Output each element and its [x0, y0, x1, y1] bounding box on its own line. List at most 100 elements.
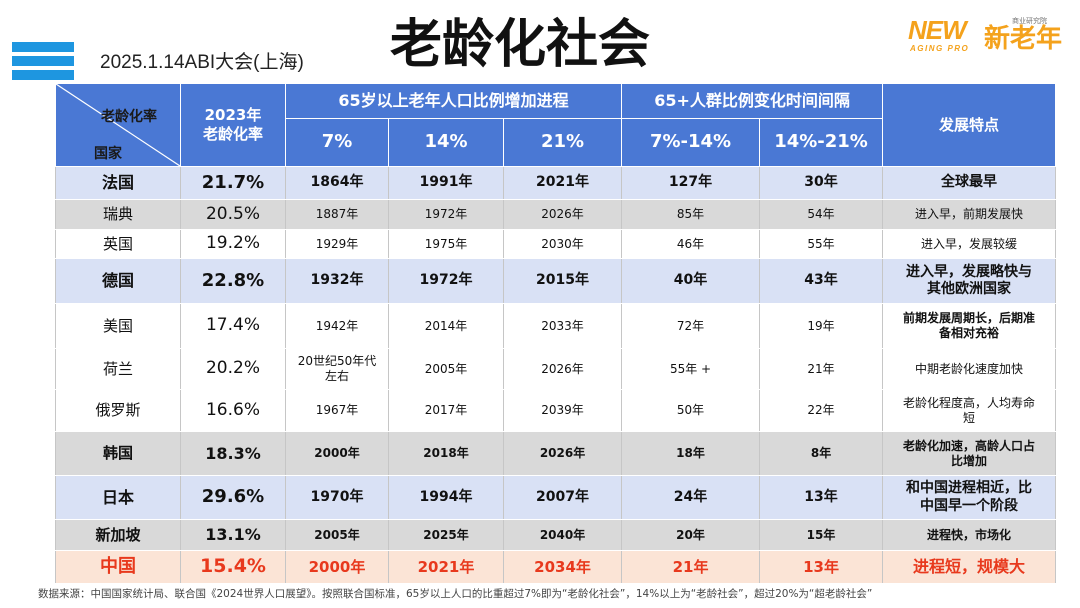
year-7pct-cell: 2000年 — [285, 431, 389, 476]
year-14pct-cell: 2025年 — [388, 519, 504, 551]
year-14pct-cell: 2021年 — [388, 550, 504, 584]
column-header-21pct: 21% — [502, 118, 623, 167]
rate-2023-cell: 20.2% — [180, 348, 286, 390]
year-21pct-cell: 2026年 — [502, 348, 623, 390]
column-header-14-21: 14%-21% — [759, 118, 884, 167]
menu-bars-icon — [12, 42, 74, 80]
year-14pct-cell: 1991年 — [388, 166, 504, 200]
interval-7-14-cell: 85年 — [621, 199, 761, 230]
year-7pct-cell: 1864年 — [285, 166, 389, 200]
menu-bar — [12, 42, 74, 52]
interval-7-14-cell: 55年 + — [621, 348, 761, 390]
table-row-uk: 英国 19.2% 1929年 1975年 2030年 46年 55年 进入早，发… — [55, 229, 1057, 259]
year-21pct-cell: 2039年 — [502, 389, 623, 432]
rate-header-year: 2023年 — [204, 105, 262, 124]
feature-cell: 和中国进程相近，比中国早一个阶段 — [882, 475, 1057, 520]
rate-2023-cell: 13.1% — [180, 519, 286, 551]
table-row-france: 法国 21.7% 1864年 1991年 2021年 127年 30年 全球最早 — [55, 166, 1057, 200]
slide-title: 老龄化社会 — [389, 15, 650, 75]
year-7pct-cell: 1887年 — [285, 199, 389, 230]
year-14pct-cell: 1994年 — [388, 475, 504, 520]
feature-column-header: 发展特点 — [882, 83, 1057, 167]
interval-14-21-cell: 13年 — [759, 475, 884, 520]
rate-2023-cell: 18.3% — [180, 431, 286, 476]
interval-7-14-cell: 21年 — [621, 550, 761, 584]
progress-group-header: 65岁以上老年人口比例增加进程 — [284, 83, 623, 119]
rate-2023-cell: 29.6% — [180, 475, 286, 520]
rate-2023-cell: 16.6% — [180, 389, 286, 432]
table-row-sweden: 瑞典 20.5% 1887年 1972年 2026年 85年 54年 进入早，前… — [55, 199, 1057, 230]
interval-7-14-cell: 20年 — [621, 519, 761, 551]
rate-2023-cell: 21.7% — [180, 166, 286, 200]
year-7pct-cell: 1932年 — [285, 258, 389, 304]
rate-2023-cell: 20.5% — [180, 199, 286, 230]
country-cell: 德国 — [55, 258, 181, 304]
interval-14-21-cell: 22年 — [759, 389, 884, 432]
rate-header-label: 老龄化率 — [202, 125, 263, 143]
feature-cell: 全球最早 — [882, 166, 1057, 200]
year-7pct-cell: 1942年 — [285, 303, 389, 349]
corner-header-cell: 老龄化率 国家 — [55, 83, 181, 167]
country-cell: 日本 — [55, 475, 181, 520]
interval-14-21-cell: 30年 — [759, 166, 884, 200]
logo-brand-cn: 新老年 — [984, 24, 1063, 54]
table-row-usa: 美国 17.4% 1942年 2014年 2033年 72年 19年 前期发展周… — [55, 303, 1057, 349]
logo-new-text: NEW — [908, 15, 967, 45]
year-14pct-cell: 2005年 — [388, 348, 504, 390]
interval-group-header: 65+人群比例变化时间间隔 — [621, 83, 884, 119]
feature-cell: 进入早，发展较缓 — [882, 229, 1057, 259]
year-21pct-cell: 2033年 — [502, 303, 623, 349]
country-cell: 法国 — [55, 166, 181, 200]
interval-14-21-cell: 13年 — [759, 550, 884, 584]
country-cell: 俄罗斯 — [55, 389, 181, 432]
interval-14-21-cell: 15年 — [759, 519, 884, 551]
year-7pct-cell: 1967年 — [285, 389, 389, 432]
year-21pct-cell: 2034年 — [502, 550, 623, 584]
interval-7-14-cell: 46年 — [621, 229, 761, 259]
menu-bar — [12, 70, 74, 80]
year-7pct-cell: 2005年 — [285, 519, 389, 551]
rate-2023-cell: 15.4% — [180, 550, 286, 584]
column-header-14pct: 14% — [388, 118, 504, 167]
rate-2023-cell: 22.8% — [180, 258, 286, 304]
year-21pct-cell: 2040年 — [502, 519, 623, 551]
rate-2023-cell: 17.4% — [180, 303, 286, 349]
aging-society-table: 老龄化率 国家 2023年 老龄化率 65岁以上老年人口比例增加进程 65+人群… — [55, 83, 1057, 584]
rate-2023-cell: 19.2% — [180, 229, 286, 259]
table-row-netherlands: 荷兰 20.2% 20世纪50年代左右 2005年 2026年 55年 + 21… — [55, 348, 1057, 390]
year-7pct-cell: 1929年 — [285, 229, 389, 259]
table-row-singapore: 新加坡 13.1% 2005年 2025年 2040年 20年 15年 进程快，… — [55, 519, 1057, 551]
corner-diagonal-line — [56, 84, 180, 166]
year-14pct-cell: 2017年 — [388, 389, 504, 432]
table-row-germany: 德国 22.8% 1932年 1972年 2015年 40年 43年 进入早，发… — [55, 258, 1057, 304]
header-row-groups: 老龄化率 国家 2023年 老龄化率 65岁以上老年人口比例增加进程 65+人群… — [55, 83, 1057, 167]
country-cell: 荷兰 — [55, 348, 181, 390]
interval-14-21-cell: 43年 — [759, 258, 884, 304]
year-7pct-cell: 20世纪50年代左右 — [285, 348, 389, 390]
year-21pct-cell: 2030年 — [502, 229, 623, 259]
country-cell: 中国 — [55, 550, 181, 584]
column-header-7pct: 7% — [285, 118, 389, 167]
feature-cell: 中期老龄化速度加快 — [882, 348, 1057, 390]
year-21pct-cell: 2007年 — [502, 475, 623, 520]
feature-cell: 进程快，市场化 — [882, 519, 1057, 551]
year-21pct-cell: 2015年 — [502, 258, 623, 304]
year-14pct-cell: 2018年 — [388, 431, 504, 476]
interval-7-14-cell: 40年 — [621, 258, 761, 304]
source-footnote: 数据来源：中国国家统计局、联合国《2024世界人口展望》。按照联合国标准，65岁… — [38, 588, 873, 600]
year-14pct-cell: 1975年 — [388, 229, 504, 259]
feature-cell: 进入早，前期发展快 — [882, 199, 1057, 230]
column-header-7-14: 7%-14% — [621, 118, 761, 167]
year-7pct-cell: 2000年 — [285, 550, 389, 584]
interval-14-21-cell: 54年 — [759, 199, 884, 230]
country-cell: 英国 — [55, 229, 181, 259]
feature-cell: 前期发展周期长，后期准备相对充裕 — [882, 303, 1057, 349]
logo-tagline: 商业研究院 — [1012, 17, 1047, 25]
country-cell: 韩国 — [55, 431, 181, 476]
table-row-japan: 日本 29.6% 1970年 1994年 2007年 24年 13年 和中国进程… — [55, 475, 1057, 520]
table-row-korea: 韩国 18.3% 2000年 2018年 2026年 18年 8年 老龄化加速，… — [55, 431, 1057, 476]
year-21pct-cell: 2026年 — [502, 431, 623, 476]
year-14pct-cell: 1972年 — [388, 258, 504, 304]
interval-7-14-cell: 50年 — [621, 389, 761, 432]
